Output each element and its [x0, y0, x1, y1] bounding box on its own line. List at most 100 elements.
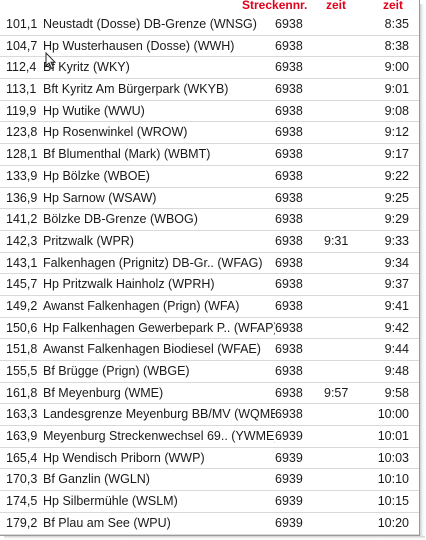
departure-time: 10:00	[377, 407, 409, 422]
departure-time: 9:37	[384, 277, 409, 292]
table-header: Streckennr. zeit zeit	[0, 0, 419, 14]
table-row: 136,9 Hp Sarnow (WSAW) 6938 9:25	[0, 188, 419, 210]
station-name: Neustadt (Dosse) DB-Grenze (WNSG)	[43, 17, 257, 31]
table-row: 128,1 Bf Blumenthal (Mark) (WBMT) 6938 9:17	[0, 144, 419, 166]
departure-time: 9:41	[384, 298, 409, 313]
km-value: 133,9	[6, 168, 38, 183]
arrival-time: 9:31	[324, 233, 349, 248]
streckennr-value: 6939	[275, 515, 303, 530]
table-row: 101,1 Neustadt (Dosse) DB-Grenze (WNSG) 69…	[0, 14, 419, 36]
streckennr-value: 6939	[275, 494, 303, 509]
table-row: 174,5 Hp Silbermühle (WSLM) 6939 10:15	[0, 491, 419, 513]
table-row: 150,6 Hp Falkenhagen Gewerbepark P.. (WFA…	[0, 318, 419, 340]
km-value: 149,2	[6, 298, 38, 313]
station-name: Hp Wutike (WWU)	[43, 103, 145, 118]
station-name: Bft Kyritz Am Bürgerpark (WKYB)	[43, 82, 229, 97]
streckennr-value: 6938	[275, 320, 303, 335]
arrival-time: 9:57	[324, 385, 349, 400]
table-row: 161,8 Bf Meyenburg (WME) 6938 9:57 9:58	[0, 383, 419, 405]
table-row: 104,7 Hp Wusterhausen (Dosse) (WWH) 6938 8:…	[0, 36, 419, 58]
departure-time: 8:38	[384, 38, 409, 53]
streckennr-value: 6939	[275, 429, 303, 444]
table-row: 170,3 Bf Ganzlin (WGLN) 6939 10:10	[0, 469, 419, 492]
streckennr-value: 6938	[275, 385, 303, 400]
station-name: Landesgrenze Meyenburg BB/MV (WQME)	[43, 407, 275, 422]
station-name: Bf Meyenburg (WME)	[43, 385, 164, 400]
table-row: 155,5 Bf Brügge (Prign) (WBGE) 6938 9:48	[0, 361, 419, 383]
departure-time: 9:00	[384, 60, 409, 75]
departure-time: 10:01	[377, 429, 409, 444]
streckennr-value: 6938	[275, 212, 303, 227]
departure-time: 9:22	[384, 168, 409, 183]
departure-time: 9:34	[384, 255, 409, 270]
km-value: 165,4	[6, 450, 38, 465]
departure-time: 10:10	[377, 472, 409, 487]
table-row: 113,1 Bft Kyritz Am Bürgerpark (WKYB) 6938…	[0, 79, 419, 101]
departure-time: 8:35	[384, 17, 409, 31]
station-name: Hp Falkenhagen Gewerbepark P.. (WFAP)	[43, 320, 275, 335]
mouse-pointer-icon	[45, 52, 57, 70]
table-row: 179,2 Bf Plau am See (WPU) 6939 10:20	[0, 513, 419, 535]
station-name: Bf Blumenthal (Mark) (WBMT)	[43, 147, 211, 162]
table-row: 141,2 Bölzke DB-Grenze (WBOG) 6938 9:29	[0, 209, 419, 231]
streckennr-value: 6938	[275, 407, 303, 422]
streckennr-value: 6938	[275, 190, 303, 205]
station-name: Awanst Falkenhagen Biodiesel (WFAE)	[43, 342, 261, 357]
station-name: Bf Brügge (Prign) (WBGE)	[43, 364, 190, 378]
km-value: 170,3	[6, 472, 38, 487]
km-value: 163,3	[6, 407, 38, 422]
departure-time: 9:25	[384, 190, 409, 205]
station-name: Hp Rosenwinkel (WROW)	[43, 125, 188, 140]
station-name: Hp Bölzke (WBOE)	[43, 168, 150, 183]
streckennr-value: 6938	[275, 277, 303, 292]
km-value: 113,1	[6, 82, 37, 97]
streckennr-value: 6939	[275, 472, 303, 487]
departure-time: 10:03	[377, 450, 409, 465]
km-value: 155,5	[6, 364, 38, 378]
timetable-panel: Streckennr. zeit zeit 101,1 Neustadt (Dos…	[0, 0, 420, 536]
streckennr-value: 6938	[275, 125, 303, 140]
table-row: 142,3 Pritzwalk (WPR) 6938 9:31 9:33	[0, 231, 419, 253]
streckennr-value: 6938	[275, 103, 303, 118]
streckennr-value: 6938	[275, 17, 303, 31]
departure-time: 9:29	[384, 212, 409, 227]
km-value: 142,3	[6, 233, 38, 248]
km-value: 123,8	[6, 125, 38, 140]
km-value: 174,5	[6, 494, 38, 509]
km-value: 128,1	[6, 147, 38, 162]
km-value: 143,1	[6, 255, 38, 270]
departure-time: 9:44	[384, 342, 409, 357]
station-name: Hp Silbermühle (WSLM)	[43, 494, 178, 509]
table-row: 163,9 Meyenburg Streckenwechsel 69.. (YWM…	[0, 426, 419, 448]
departure-time: 9:01	[384, 82, 409, 97]
station-name: Hp Wusterhausen (Dosse) (WWH)	[43, 38, 235, 53]
departure-time: 9:58	[384, 385, 409, 400]
km-value: 104,7	[6, 38, 38, 53]
departure-time: 10:15	[377, 494, 409, 509]
km-value: 151,8	[6, 342, 38, 357]
departure-time: 9:17	[384, 147, 409, 162]
streckennr-value: 6938	[275, 60, 303, 75]
km-value: 141,2	[6, 212, 38, 227]
departure-time: 9:48	[384, 364, 409, 378]
station-name: Bölzke DB-Grenze (WBOG)	[43, 212, 198, 227]
km-value: 112,4	[6, 60, 37, 75]
departure-time: 9:33	[384, 233, 409, 248]
header-arrival-time: zeit	[326, 0, 347, 12]
table-row: 112,4 Bf Kyritz (WKY) 6938 9:00	[0, 57, 419, 80]
streckennr-value: 6938	[275, 147, 303, 162]
table-row: 119,9 Hp Wutike (WWU) 6938 9:08	[0, 101, 419, 123]
panel-shadow-bottom	[4, 536, 425, 540]
km-value: 161,8	[6, 385, 38, 400]
station-name: Awanst Falkenhagen (Prign) (WFA)	[43, 298, 240, 313]
km-value: 136,9	[6, 190, 38, 205]
km-value: 150,6	[6, 320, 38, 335]
station-name: Bf Plau am See (WPU)	[43, 515, 171, 530]
km-value: 145,7	[6, 277, 38, 292]
km-value: 163,9	[6, 429, 38, 444]
station-name: Bf Kyritz (WKY)	[43, 60, 130, 75]
table-row: 151,8 Awanst Falkenhagen Biodiesel (WFAE)…	[0, 339, 419, 361]
table-row: 123,8 Hp Rosenwinkel (WROW) 6938 9:12	[0, 122, 419, 145]
station-name: Bf Ganzlin (WGLN)	[43, 472, 150, 487]
departure-time: 9:42	[384, 320, 409, 335]
